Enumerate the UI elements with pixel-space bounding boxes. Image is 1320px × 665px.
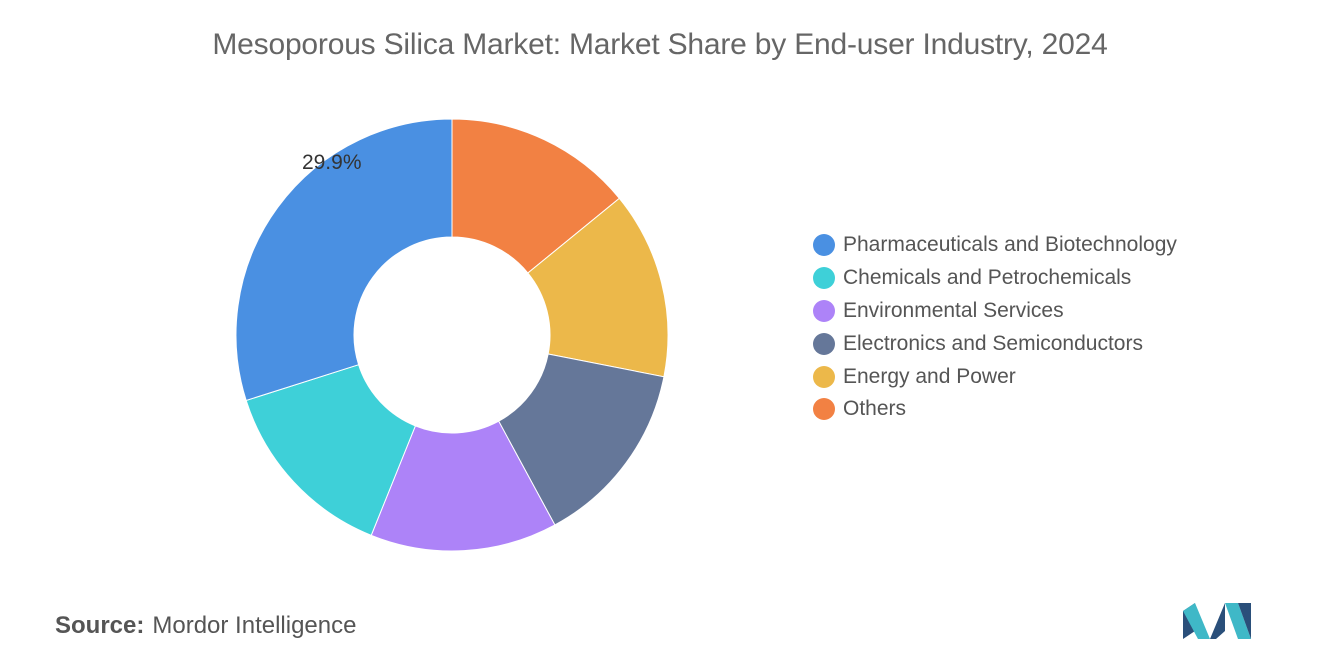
legend-swatch xyxy=(813,365,835,388)
legend-item: Energy and Power xyxy=(813,360,1177,393)
legend-label: Chemicals and Petrochemicals xyxy=(843,266,1132,290)
legend-label: Pharmaceuticals and Biotechnology xyxy=(843,233,1177,257)
legend-label: Environmental Services xyxy=(843,298,1064,322)
legend-swatch xyxy=(813,267,835,290)
donut-slice-energy-and-power xyxy=(527,197,669,378)
mordor-intelligence-logo-icon xyxy=(1183,603,1251,639)
legend-swatch xyxy=(813,299,835,322)
donut-slice-electronics-and-semiconductors xyxy=(497,353,665,526)
source-note: Source: Mordor Intelligence xyxy=(55,612,356,640)
legend-item: Environmental Services xyxy=(813,295,1177,328)
donut-slice-others xyxy=(451,118,620,274)
chart-title: Mesoporous Silica Market: Market Share b… xyxy=(212,28,1108,61)
slice-data-label: 29.9% xyxy=(302,151,362,174)
legend-item: Others xyxy=(813,393,1177,426)
legend-swatch xyxy=(813,398,835,421)
legend-item: Pharmaceuticals and Biotechnology xyxy=(813,229,1177,262)
legend-swatch xyxy=(813,234,835,257)
donut-slice-pharmaceuticals-and-biotechnology xyxy=(235,118,453,402)
legend-label: Electronics and Semiconductors xyxy=(843,331,1143,355)
legend-label: Others xyxy=(843,397,907,421)
source-label: Source: xyxy=(55,612,145,639)
legend-item: Electronics and Semiconductors xyxy=(813,327,1177,360)
legend-item: Chemicals and Petrochemicals xyxy=(813,262,1177,295)
donut-slice-chemicals-and-petrochemicals xyxy=(245,364,417,536)
donut-slice-environmental-services xyxy=(370,420,556,552)
source-value: Mordor Intelligence xyxy=(152,612,357,639)
legend-label: Energy and Power xyxy=(843,364,1016,388)
legend-swatch xyxy=(813,332,835,355)
chart-legend: Pharmaceuticals and Biotechnology Chemica… xyxy=(813,229,1177,426)
